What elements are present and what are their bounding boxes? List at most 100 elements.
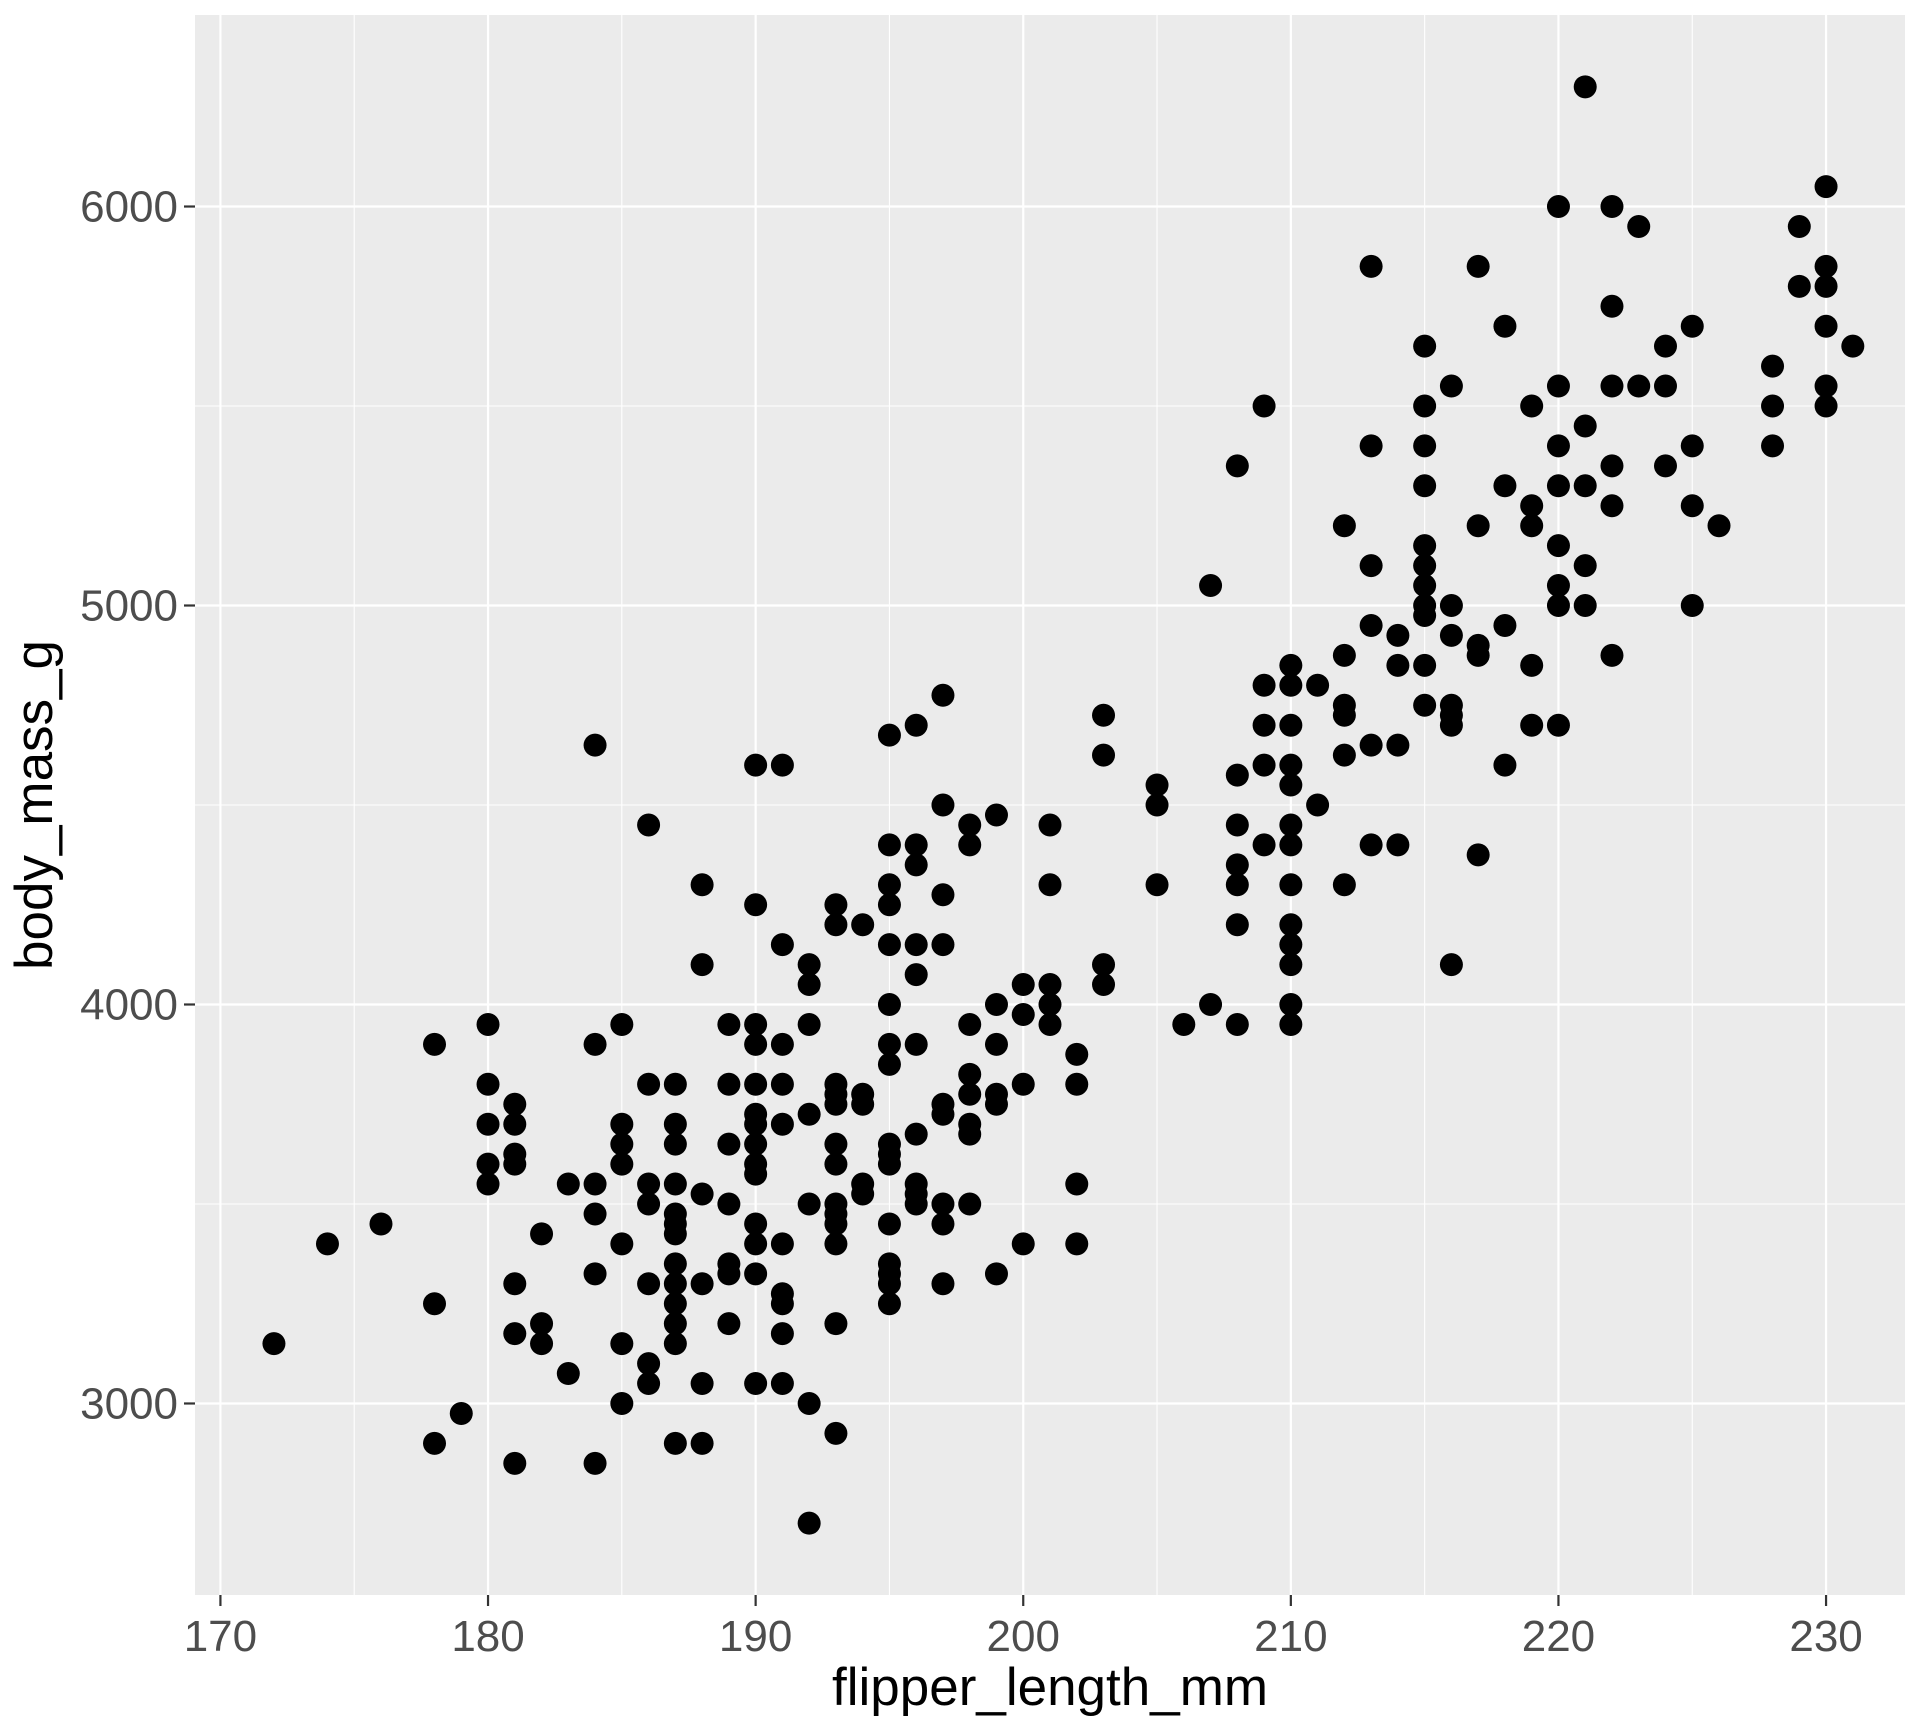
data-point <box>423 1032 447 1056</box>
data-point <box>1359 554 1383 578</box>
data-point <box>1680 594 1704 618</box>
data-point <box>770 1292 794 1316</box>
data-point <box>797 1192 821 1216</box>
data-point <box>1600 643 1624 667</box>
data-point <box>824 1132 848 1156</box>
data-point <box>663 1172 687 1196</box>
data-point <box>1761 394 1785 418</box>
data-point <box>556 1362 580 1386</box>
data-point <box>1332 703 1356 727</box>
data-point <box>1386 623 1410 647</box>
data-point <box>1279 933 1303 957</box>
data-point <box>1092 743 1116 767</box>
x-tick-label: 220 <box>1522 1612 1595 1661</box>
data-point <box>1011 1002 1035 1026</box>
data-point <box>663 1312 687 1336</box>
data-point <box>663 1272 687 1296</box>
data-point <box>1252 394 1276 418</box>
data-point <box>1279 913 1303 937</box>
data-point <box>583 1172 607 1196</box>
data-point <box>1493 613 1517 637</box>
data-point <box>824 893 848 917</box>
data-point <box>1466 643 1490 667</box>
data-point <box>931 1192 955 1216</box>
data-point <box>423 1431 447 1455</box>
data-point <box>1279 773 1303 797</box>
data-point <box>1439 594 1463 618</box>
data-point <box>503 1092 527 1116</box>
data-point <box>824 1232 848 1256</box>
data-point <box>931 683 955 707</box>
data-point <box>1065 1042 1089 1066</box>
data-points <box>262 75 1865 1535</box>
data-point <box>984 1032 1008 1056</box>
data-point <box>476 1012 500 1036</box>
data-point <box>717 1012 741 1036</box>
data-point <box>1761 434 1785 458</box>
data-point <box>1413 574 1437 598</box>
data-point <box>851 913 875 937</box>
data-point <box>1225 763 1249 787</box>
data-point <box>637 1172 661 1196</box>
data-point <box>1145 793 1169 817</box>
data-point <box>877 893 901 917</box>
data-point <box>1546 474 1570 498</box>
x-axis-title: flipper_length_mm <box>832 1658 1268 1717</box>
data-point <box>1546 534 1570 558</box>
data-point <box>1600 294 1624 318</box>
data-point <box>583 1262 607 1286</box>
data-point <box>1252 833 1276 857</box>
data-point <box>1600 195 1624 219</box>
data-point <box>1573 554 1597 578</box>
data-point <box>1493 474 1517 498</box>
data-point <box>744 1232 768 1256</box>
data-point <box>744 1372 768 1396</box>
data-point <box>958 1122 982 1146</box>
data-point <box>1413 434 1437 458</box>
data-point <box>476 1152 500 1176</box>
data-point <box>1386 653 1410 677</box>
data-point <box>1466 843 1490 867</box>
data-point <box>1653 454 1677 478</box>
data-point <box>877 992 901 1016</box>
data-point <box>690 873 714 897</box>
data-point <box>1680 494 1704 518</box>
data-point <box>1092 703 1116 727</box>
data-point <box>262 1332 286 1356</box>
data-point <box>958 1062 982 1086</box>
data-point <box>1439 713 1463 737</box>
data-point <box>770 1032 794 1056</box>
data-point <box>797 1391 821 1415</box>
x-tick-label: 180 <box>451 1612 524 1661</box>
data-point <box>530 1312 554 1336</box>
data-point <box>1413 554 1437 578</box>
data-point <box>744 893 768 917</box>
data-point <box>1279 813 1303 837</box>
data-point <box>958 1082 982 1106</box>
data-point <box>877 1272 901 1296</box>
data-point <box>1573 594 1597 618</box>
data-point <box>1199 992 1223 1016</box>
data-point <box>1359 434 1383 458</box>
data-point <box>877 1152 901 1176</box>
y-axis: 3000 4000 5000 6000 <box>80 183 195 1428</box>
data-point <box>1600 374 1624 398</box>
data-point <box>1306 673 1330 697</box>
data-point <box>1413 394 1437 418</box>
data-point <box>824 1312 848 1336</box>
data-point <box>958 1192 982 1216</box>
data-point <box>1466 254 1490 278</box>
data-point <box>744 1262 768 1286</box>
data-point <box>610 1012 634 1036</box>
data-point <box>663 1292 687 1316</box>
data-point <box>1520 514 1544 538</box>
data-point <box>824 1092 848 1116</box>
data-point <box>1279 673 1303 697</box>
data-point <box>1627 214 1651 238</box>
data-point <box>877 933 901 957</box>
data-point <box>583 1451 607 1475</box>
data-point <box>931 1272 955 1296</box>
data-point <box>1038 973 1062 997</box>
data-point <box>744 1212 768 1236</box>
data-point <box>1413 534 1437 558</box>
